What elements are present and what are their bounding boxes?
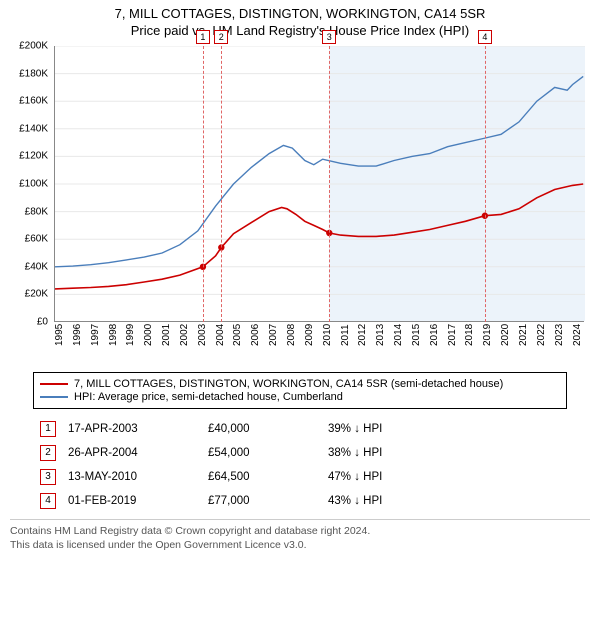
footer-line2: This data is licensed under the Open Gov… bbox=[10, 538, 590, 552]
x-tick-label: 2008 bbox=[286, 324, 297, 346]
event-num: 4 bbox=[40, 493, 56, 509]
event-date: 13-MAY-2010 bbox=[68, 471, 208, 483]
x-tick-label: 1997 bbox=[90, 324, 101, 346]
y-tick-label: £160K bbox=[19, 96, 48, 107]
y-tick-label: £180K bbox=[19, 68, 48, 79]
x-tick-label: 2019 bbox=[482, 324, 493, 346]
x-tick-label: 2007 bbox=[268, 324, 279, 346]
x-tick-label: 2020 bbox=[500, 324, 511, 346]
chart-title-main: 7, MILL COTTAGES, DISTINGTON, WORKINGTON… bbox=[10, 6, 590, 21]
x-tick-label: 2018 bbox=[464, 324, 475, 346]
x-tick-label: 2017 bbox=[447, 324, 458, 346]
x-tick-label: 1999 bbox=[125, 324, 136, 346]
x-tick-label: 2021 bbox=[518, 324, 529, 346]
y-tick-label: £100K bbox=[19, 179, 48, 190]
event-dash-4 bbox=[485, 46, 486, 322]
x-axis-labels: 1995 1996 1997 1998 1999 2000 2001 2002 2003 2004… bbox=[54, 326, 584, 362]
down-arrow-icon bbox=[354, 423, 360, 435]
x-tick-label: 2022 bbox=[536, 324, 547, 346]
down-arrow-icon bbox=[354, 447, 360, 459]
y-tick-label: £80K bbox=[25, 206, 48, 217]
legend-row-red: 7, MILL COTTAGES, DISTINGTON, WORKINGTON… bbox=[40, 378, 560, 390]
x-tick-label: 2006 bbox=[250, 324, 261, 346]
event-marker-1: 1 bbox=[196, 30, 210, 44]
y-tick-label: £0 bbox=[37, 317, 48, 328]
footer-text: Contains HM Land Registry data © Crown c… bbox=[10, 519, 590, 552]
x-tick-label: 2004 bbox=[215, 324, 226, 346]
x-tick-label: 2011 bbox=[340, 324, 351, 346]
event-marker-2: 2 bbox=[214, 30, 228, 44]
plot-region: 1234 bbox=[54, 46, 584, 322]
x-tick-label: 1995 bbox=[54, 324, 65, 346]
legend-swatch-blue bbox=[40, 396, 68, 398]
event-marker-4: 4 bbox=[478, 30, 492, 44]
event-delta: 38% HPI bbox=[328, 447, 560, 459]
y-tick-label: £120K bbox=[19, 151, 48, 162]
event-row: 3 13-MAY-2010£64,50047% HPI bbox=[40, 465, 560, 489]
down-arrow-icon bbox=[354, 495, 360, 507]
event-row: 1 17-APR-2003£40,00039% HPI bbox=[40, 417, 560, 441]
x-tick-label: 2013 bbox=[375, 324, 386, 346]
chart-title-sub: Price paid vs. HM Land Registry's House … bbox=[10, 23, 590, 38]
x-tick-label: 2023 bbox=[554, 324, 565, 346]
event-marker-3: 3 bbox=[322, 30, 336, 44]
plot-svg bbox=[55, 46, 585, 322]
event-dash-2 bbox=[221, 46, 222, 322]
x-tick-label: 2005 bbox=[232, 324, 243, 346]
y-tick-label: £200K bbox=[19, 41, 48, 52]
x-tick-label: 2000 bbox=[143, 324, 154, 346]
x-tick-label: 2009 bbox=[304, 324, 315, 346]
event-date: 26-APR-2004 bbox=[68, 447, 208, 459]
x-tick-label: 2014 bbox=[393, 324, 404, 346]
legend-box: 7, MILL COTTAGES, DISTINGTON, WORKINGTON… bbox=[33, 372, 567, 409]
x-tick-label: 1998 bbox=[108, 324, 119, 346]
event-price: £54,000 bbox=[208, 447, 328, 459]
event-num: 3 bbox=[40, 469, 56, 485]
event-price: £77,000 bbox=[208, 495, 328, 507]
legend-swatch-red bbox=[40, 383, 68, 385]
x-tick-label: 2015 bbox=[411, 324, 422, 346]
x-tick-label: 2016 bbox=[429, 324, 440, 346]
chart-area: £0 £20K £40K £60K £80K £100K £120K £140K £160K £1… bbox=[10, 42, 590, 362]
legend-label-red: 7, MILL COTTAGES, DISTINGTON, WORKINGTON… bbox=[74, 378, 503, 390]
x-tick-label: 1996 bbox=[72, 324, 83, 346]
event-delta: 39% HPI bbox=[328, 423, 560, 435]
x-tick-label: 2012 bbox=[357, 324, 368, 346]
event-date: 01-FEB-2019 bbox=[68, 495, 208, 507]
legend-row-blue: HPI: Average price, semi-detached house,… bbox=[40, 391, 560, 403]
event-num: 2 bbox=[40, 445, 56, 461]
x-tick-label: 2024 bbox=[572, 324, 583, 346]
event-date: 17-APR-2003 bbox=[68, 423, 208, 435]
event-dash-1 bbox=[203, 46, 204, 322]
y-tick-label: £140K bbox=[19, 123, 48, 134]
event-price: £40,000 bbox=[208, 423, 328, 435]
legend-label-blue: HPI: Average price, semi-detached house,… bbox=[74, 391, 343, 403]
footer-line1: Contains HM Land Registry data © Crown c… bbox=[10, 524, 590, 538]
event-price: £64,500 bbox=[208, 471, 328, 483]
x-tick-label: 2002 bbox=[179, 324, 190, 346]
event-row: 4 01-FEB-2019£77,00043% HPI bbox=[40, 489, 560, 513]
x-tick-label: 2003 bbox=[197, 324, 208, 346]
event-num: 1 bbox=[40, 421, 56, 437]
down-arrow-icon bbox=[354, 471, 360, 483]
event-row: 2 26-APR-2004£54,00038% HPI bbox=[40, 441, 560, 465]
event-dash-3 bbox=[329, 46, 330, 322]
events-table: 1 17-APR-2003£40,00039% HPI 2 26-APR-2004£5… bbox=[40, 417, 560, 513]
y-axis-labels: £0£20K£40K£60K£80K£100K£120K£140K£160K£1… bbox=[10, 42, 50, 322]
event-delta: 47% HPI bbox=[328, 471, 560, 483]
x-tick-label: 2010 bbox=[322, 324, 333, 346]
chart-titles: 7, MILL COTTAGES, DISTINGTON, WORKINGTON… bbox=[10, 6, 590, 38]
x-tick-label: 2001 bbox=[161, 324, 172, 346]
y-tick-label: £60K bbox=[25, 234, 48, 245]
y-tick-label: £40K bbox=[25, 261, 48, 272]
event-delta: 43% HPI bbox=[328, 495, 560, 507]
y-tick-label: £20K bbox=[25, 289, 48, 300]
